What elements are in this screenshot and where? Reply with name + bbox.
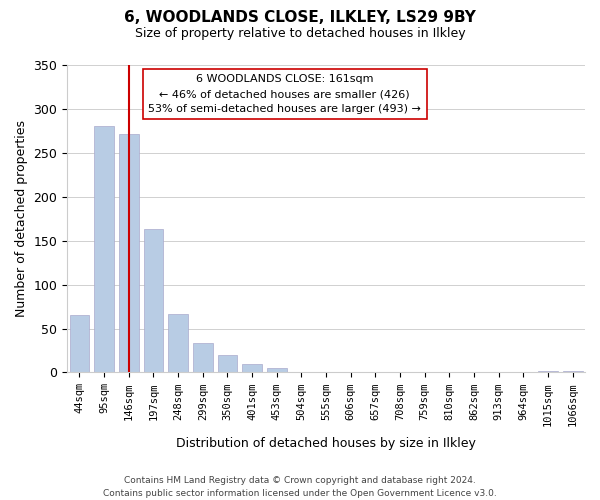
Bar [94, 126, 114, 372]
Bar [168, 314, 188, 372]
Text: Size of property relative to detached houses in Ilkley: Size of property relative to detached ho… [134, 28, 466, 40]
Bar [70, 316, 89, 372]
Bar [563, 370, 583, 372]
Bar [242, 364, 262, 372]
Bar [218, 355, 238, 372]
Bar [143, 229, 163, 372]
Bar [193, 342, 212, 372]
Text: 6 WOODLANDS CLOSE: 161sqm
← 46% of detached houses are smaller (426)
53% of semi: 6 WOODLANDS CLOSE: 161sqm ← 46% of detac… [148, 74, 421, 114]
Y-axis label: Number of detached properties: Number of detached properties [15, 120, 28, 317]
Text: 6, WOODLANDS CLOSE, ILKLEY, LS29 9BY: 6, WOODLANDS CLOSE, ILKLEY, LS29 9BY [124, 10, 476, 25]
X-axis label: Distribution of detached houses by size in Ilkley: Distribution of detached houses by size … [176, 437, 476, 450]
Bar [538, 370, 558, 372]
Bar [119, 134, 139, 372]
Bar [267, 368, 287, 372]
Text: Contains HM Land Registry data © Crown copyright and database right 2024.
Contai: Contains HM Land Registry data © Crown c… [103, 476, 497, 498]
